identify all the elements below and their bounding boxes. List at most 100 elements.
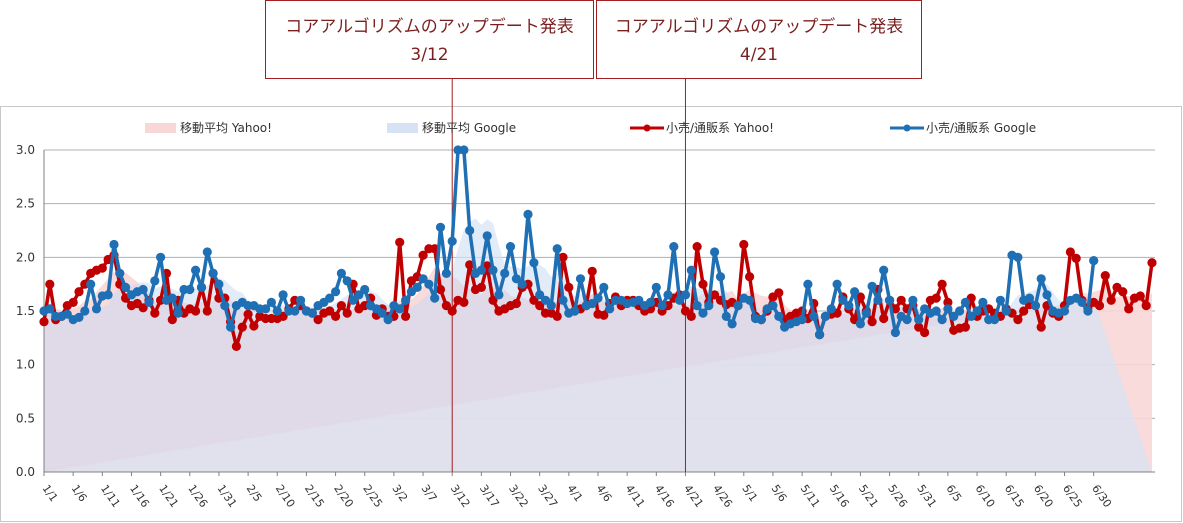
google-point [220,301,230,311]
google-point [435,222,446,232]
x-tick-label: 5/21 [856,482,881,510]
google-point [937,315,947,325]
google-point [144,297,154,307]
google-point [593,293,603,303]
google-point [62,309,72,319]
google-point [832,279,842,289]
yahoo-point [914,322,924,332]
google-point [354,290,364,300]
yahoo-point [1071,253,1081,263]
google-point [331,287,341,297]
yahoo-point [710,290,720,300]
google-point [605,304,615,314]
google-point [214,279,224,289]
yahoo-point [325,306,335,316]
x-tick-label: 6/10 [973,482,998,510]
google-point [494,290,504,300]
google-point [575,274,586,284]
yahoo-point [529,295,539,305]
legend-label-google: 小売/通販系 Google [926,120,1036,135]
google-point [651,282,661,292]
x-tick-label: 3/12 [448,482,473,510]
x-tick-label: 6/5 [943,482,964,504]
yahoo-point [459,297,469,307]
google-point [815,330,825,340]
google-point [949,311,959,321]
google-point [476,265,486,275]
yahoo-point [587,266,597,276]
google-point [109,239,119,250]
google-point [774,311,784,321]
google-point [768,301,778,311]
google-point [978,297,988,307]
yahoo-point [1013,315,1023,325]
yahoo-point [511,298,521,309]
google-point [826,304,836,314]
x-tick-label: 1/6 [69,482,90,504]
yahoo-point [395,237,405,247]
google-point [698,308,708,318]
google-point [196,282,207,292]
yahoo-point [74,287,84,297]
google-point [80,306,90,316]
google-point [955,306,965,316]
x-tick-label: 3/2 [389,482,410,504]
legend-label-yahoo: 小売/通販系 Yahoo! [666,120,774,135]
yahoo-point [680,306,691,316]
yahoo-point [1118,287,1128,297]
yahoo-point [896,295,906,305]
x-tick-label: 5/26 [885,482,910,510]
google-point [850,287,860,297]
yahoo-point [191,306,201,316]
yahoo-point [686,311,696,321]
x-tick-label: 1/11 [98,482,123,510]
google-point [645,297,656,307]
google-point [855,319,866,329]
yahoo-point [249,321,259,331]
x-tick-label: 1/31 [214,482,239,510]
yahoo-point [867,317,877,327]
x-tick-label: 6/30 [1089,482,1114,510]
x-tick-label: 3/17 [477,482,502,510]
yahoo-point [1147,258,1157,268]
google-point [558,295,568,305]
x-tick-label: 4/6 [594,482,615,504]
yahoo-point [418,250,428,260]
x-tick-label: 2/5 [244,482,265,504]
yahoo-point [698,279,708,289]
google-point [523,209,533,219]
google-point [727,319,737,329]
y-tick-label: 3.0 [16,143,35,157]
google-point [908,295,918,305]
google-point [272,306,282,316]
google-point [447,236,457,246]
google-point [441,268,451,278]
x-tick-label: 6/25 [1060,482,1085,510]
yahoo-point [1065,247,1075,257]
yahoo-point [202,306,212,316]
google-point [360,284,370,295]
yahoo-point [39,317,49,327]
annotation-title: コアアルゴリズムのアップデート発表 [614,17,904,37]
google-point [430,293,440,303]
y-tick-label: 2.0 [16,250,35,264]
google-point [710,247,720,257]
google-point [138,284,148,295]
y-tick-label: 0.0 [16,465,35,479]
x-tick-label: 4/11 [623,482,648,510]
google-point [972,306,982,316]
yahoo-point [855,292,866,302]
google-point [943,304,953,314]
yahoo-point [1036,322,1046,332]
google-point [418,274,428,284]
google-point [505,242,516,252]
google-point [261,304,271,314]
google-point [459,145,469,155]
google-point [482,231,492,241]
yahoo-point [1019,306,1029,316]
yahoo-point [278,311,288,321]
legend-label-ma_google: 移動平均 Google [422,121,516,135]
google-point [1013,252,1023,262]
google-point [599,282,609,292]
google-point [989,315,1000,325]
